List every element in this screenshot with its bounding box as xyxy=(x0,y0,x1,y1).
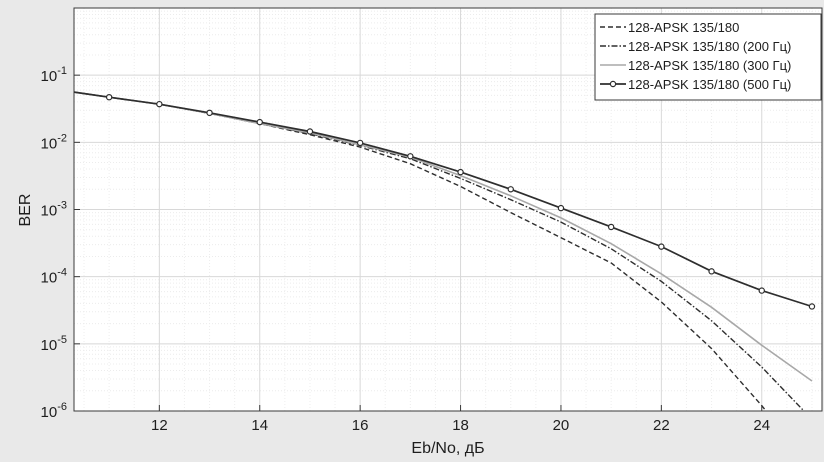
series-marker xyxy=(206,109,213,117)
y-tick-label: 10-2 xyxy=(41,132,67,152)
series-marker xyxy=(256,118,263,126)
series-marker xyxy=(607,223,615,231)
y-tick-label: 10-1 xyxy=(41,65,67,85)
x-tick-label: 24 xyxy=(753,417,770,434)
y-tick-label: 10-3 xyxy=(41,200,67,220)
series-marker xyxy=(708,268,715,275)
x-tick-label: 12 xyxy=(151,417,168,434)
series-marker xyxy=(507,186,514,193)
legend-box xyxy=(594,13,822,101)
series-marker xyxy=(808,303,816,310)
series-marker xyxy=(156,100,163,108)
x-tick-label: 18 xyxy=(452,417,469,434)
series-marker xyxy=(457,168,464,176)
series-marker xyxy=(557,204,565,212)
legend-label-3: 128-APSK 135/180 (300 Гц) xyxy=(628,58,791,73)
series-marker xyxy=(658,243,665,250)
legend-marker xyxy=(609,80,617,88)
x-tick-label: 20 xyxy=(553,417,570,434)
x-tick-label: 14 xyxy=(251,417,268,434)
series-line-4 xyxy=(74,91,813,308)
series-line-1 xyxy=(74,91,767,411)
y-tick-label: 10-5 xyxy=(41,334,67,354)
legend-label-4: 128-APSK 135/180 (500 Гц) xyxy=(628,77,791,92)
series-marker xyxy=(356,139,364,147)
ticks: 12 14 16 18 20 22 24 10-6 10-5 10-4 10-3 10-2 10-1 xyxy=(41,65,771,434)
y-tick-label: 10-6 xyxy=(41,401,67,421)
y-tick-label: 10-4 xyxy=(41,267,67,287)
x-axis-label: Eb/No, дБ xyxy=(411,440,484,457)
series-group xyxy=(74,91,816,411)
series-marker xyxy=(105,93,113,101)
series-marker xyxy=(407,153,414,160)
x-tick-label: 16 xyxy=(352,417,369,434)
legend-label-1: 128-APSK 135/180 xyxy=(628,20,739,35)
series-marker xyxy=(758,287,765,294)
legend-label-2: 128-APSK 135/180 (200 Гц) xyxy=(628,39,791,54)
series-marker xyxy=(306,128,314,135)
grid xyxy=(74,8,822,412)
x-tick-label: 22 xyxy=(653,417,670,434)
legend: 128-APSK 135/180 128-APSK 135/180 (200 Гц… xyxy=(594,13,822,101)
y-axis-label: BER xyxy=(17,194,34,227)
